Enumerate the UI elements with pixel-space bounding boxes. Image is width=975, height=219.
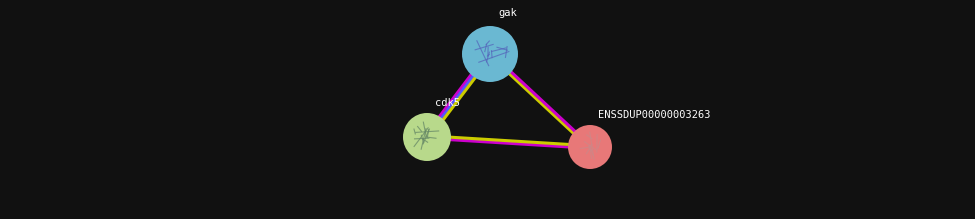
Circle shape bbox=[403, 113, 451, 161]
Text: cdk5: cdk5 bbox=[435, 98, 460, 108]
Circle shape bbox=[568, 125, 612, 169]
Text: gak: gak bbox=[498, 8, 517, 18]
Text: ENSSDUP00000003263: ENSSDUP00000003263 bbox=[598, 110, 711, 120]
Circle shape bbox=[462, 26, 518, 82]
